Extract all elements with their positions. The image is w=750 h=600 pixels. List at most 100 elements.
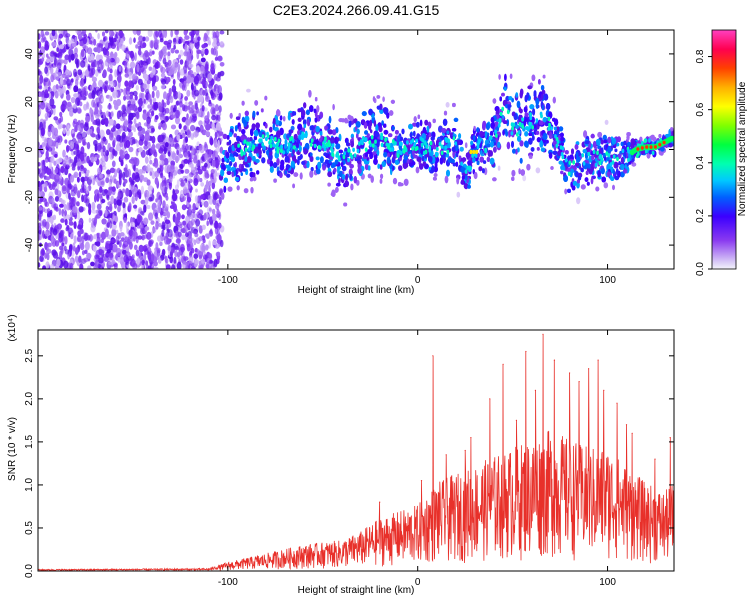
spectrogram-noise-dot [140,210,145,216]
spectrogram-noise-dot [201,258,206,264]
spectrogram-noise-dot [60,76,64,85]
spectrogram-noise-dot [129,94,133,100]
spectrogram-noise-dot [66,187,70,194]
spectrogram-noise-dot [211,213,217,222]
spectrogram-noise-dot [143,62,148,70]
spectrogram-noise-dot [43,77,49,83]
spectrogram-noise-dot [82,141,88,146]
spectrogram-noise-dot [44,138,48,147]
spectrogram-noise-dot [113,99,118,106]
spectrogram-signal-dot [350,140,355,148]
spectrogram-noise-dot [201,80,206,85]
spectrogram-noise-dot [107,66,111,72]
spectrogram-noise-dot [158,122,163,128]
spectrogram-noise-dot [109,68,113,74]
spectrogram-signal-dot [235,116,241,120]
spectrogram-noise-dot [210,178,215,184]
spectrogram-noise-dot [94,254,100,260]
spectrogram-signal-dot [586,181,590,186]
spectrogram-noise-dot [204,184,208,192]
spectrogram-noise-dot [83,167,87,174]
spectrogram-noise-dot [74,255,79,263]
spectrogram-noise-dot [104,209,108,217]
spectrogram-noise-dot [154,62,159,69]
spectrogram-noise-dot [170,124,177,130]
spectrogram-noise-dot [217,85,222,94]
spectrogram-marks [38,30,674,269]
spectrogram-signal-dot [476,160,480,166]
spectrogram-noise-dot [148,51,153,57]
spectrogram-signal-dot [305,109,310,116]
spectrogram-noise-dot [195,202,200,208]
spectrogram-noise-dot [184,168,190,174]
spectrogram-noise-dot [205,95,210,102]
spectrogram-noise-dot [48,80,51,88]
spectrogram-noise-dot [80,164,84,170]
spectrogram-signal-dot [316,105,320,113]
spectrogram-signal-dot [350,183,354,191]
spectrogram-noise-dot [79,101,83,107]
spectrogram-noise-dot [67,227,73,235]
spectrogram-noise-dot [140,185,144,195]
spectrogram-signal-dot [584,151,589,160]
spectrogram-noise-dot [64,166,69,176]
spectrogram-signal-dot [223,185,227,193]
spectrogram-noise-dot [119,150,126,159]
spectrogram-signal-dot [226,141,230,146]
spectrogram-noise-dot [62,127,66,135]
spectrogram-signal-dot [455,161,459,167]
spectrogram-noise-dot [192,203,196,211]
spectrogram-noise-dot [108,181,112,189]
spectrogram-noise-dot [109,37,114,46]
spectrogram-noise-dot [115,229,119,235]
spectrogram-noise-dot [46,53,49,58]
spectrogram-noise-dot [84,249,88,254]
spectrogram-signal-dot [249,167,253,172]
spectrogram-noise-dot [73,118,78,125]
spectrogram-noise-dot [159,159,165,166]
spectrogram-signal-dot [372,96,376,102]
spectrogram-noise-dot [213,37,217,45]
spectrogram-noise-dot [108,73,113,82]
spectrogram-signal-dot [273,178,277,183]
spectrogram-noise-dot [162,30,167,36]
spectrogram-signal-dot [293,133,298,141]
spectrogram-noise-dot [117,74,122,83]
spectrogram-noise-dot [104,150,109,156]
spectrogram-noise-dot [165,258,169,263]
spectrogram-noise-dot [210,103,215,110]
spectrogram-noise-dot [59,111,63,117]
spectrogram-signal-dot [531,135,535,141]
spectrogram-noise-dot [122,188,125,194]
spectrogram-noise-dot [66,202,70,211]
spectrogram-noise-dot [124,153,130,160]
spectrogram-noise-dot [214,220,219,229]
spectrogram-noise-dot [48,182,52,189]
spectrogram-noise-dot [79,153,85,162]
spectrogram-noise-dot [205,261,210,269]
spectrogram-noise-dot [208,99,212,105]
spectrogram-noise-dot [213,84,217,92]
spectrogram-noise-dot [123,254,129,263]
spectrogram-noise-dot [167,137,173,145]
spectrogram-noise-dot [194,40,200,50]
spectrogram-noise-dot [111,160,116,168]
spectrogram-noise-dot [174,184,179,190]
spectrogram-noise-dot [65,214,71,220]
spectrogram-noise-dot [201,156,205,161]
spectrogram-noise-dot [98,248,103,256]
spectrogram-noise-dot [66,101,72,108]
spectrogram-noise-dot [135,44,139,49]
spectrogram-noise-dot [198,209,204,216]
spectrogram-noise-dot [85,115,90,123]
spectrogram-signal-dot [370,175,374,183]
spectrogram-noise-dot [116,199,122,206]
spectrogram-noise-dot [40,46,44,53]
spectrogram-noise-dot [203,35,207,43]
spectrogram-noise-dot [77,34,83,40]
spectrogram-noise-dot [44,181,48,188]
spectrogram-signal-dot [348,168,353,176]
spectrogram-noise-dot [124,61,128,69]
spectrogram-noise-dot [99,46,102,53]
